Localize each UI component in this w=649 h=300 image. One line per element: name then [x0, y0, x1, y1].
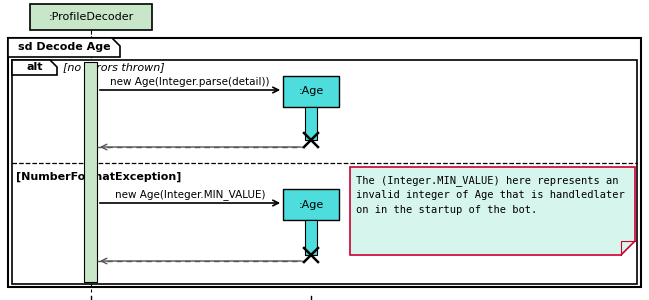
Bar	[30, 4, 152, 30]
Text: :ProfileDecoder: :ProfileDecoder	[49, 12, 134, 22]
Text: :Age: :Age	[299, 86, 324, 97]
Bar	[305, 107, 317, 140]
Bar	[8, 38, 641, 287]
Text: new Age(Integer.parse(detail)): new Age(Integer.parse(detail))	[110, 77, 270, 87]
Text: :Age: :Age	[299, 200, 324, 209]
Polygon shape	[12, 60, 57, 75]
Text: [no errors thrown]: [no errors thrown]	[63, 62, 165, 73]
Bar	[305, 220, 317, 255]
Polygon shape	[350, 167, 635, 255]
Text: [NumberFormatException]: [NumberFormatException]	[16, 172, 181, 182]
Bar	[283, 189, 339, 220]
Text: alt: alt	[26, 62, 43, 73]
Text: The (Integer.MIN_VALUE) here represents an
invalid integer of Age that is handle: The (Integer.MIN_VALUE) here represents …	[356, 175, 625, 215]
Text: sd Decode Age: sd Decode Age	[18, 43, 110, 52]
Bar	[12, 60, 637, 284]
Bar	[84, 62, 97, 282]
Bar	[283, 76, 339, 107]
Text: new Age(Integer.MIN_VALUE): new Age(Integer.MIN_VALUE)	[115, 189, 265, 200]
Polygon shape	[8, 38, 120, 57]
